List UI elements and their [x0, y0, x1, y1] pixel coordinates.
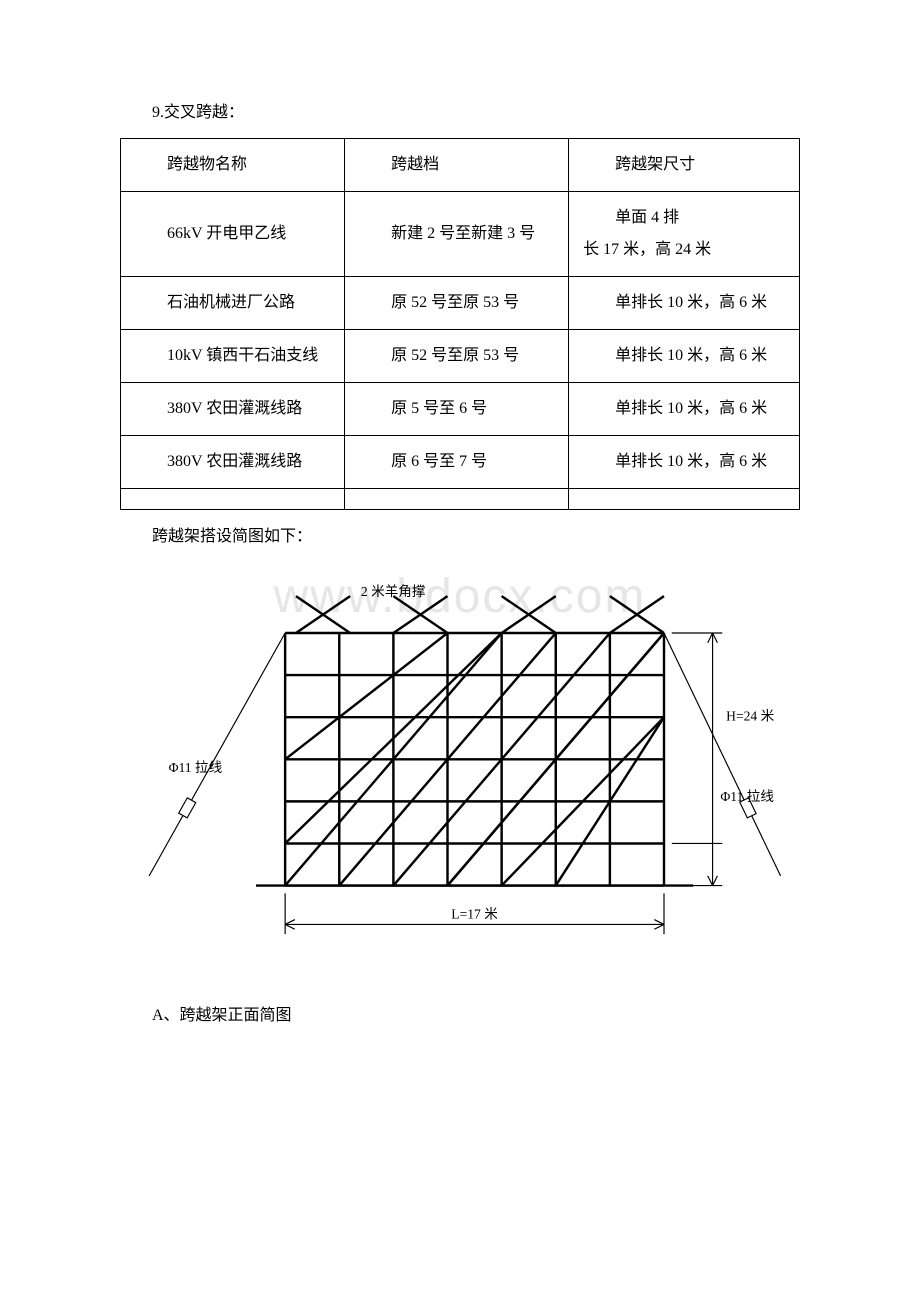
table-row: 66kV 开电甲乙线 新建 2 号至新建 3 号 单面 4 排长 17 米，高 …	[121, 191, 800, 276]
table-row: 380V 农田灌溉线路 原 5 号至 6 号 单排长 10 米，高 6 米	[121, 382, 800, 435]
cell-size	[569, 488, 800, 509]
th-size: 跨越架尺寸	[569, 138, 800, 191]
cell-size: 单排长 10 米，高 6 米	[569, 382, 800, 435]
cell-span	[345, 488, 569, 509]
table-row: 10kV 镇西干石油支线 原 52 号至原 53 号 单排长 10 米，高 6 …	[121, 329, 800, 382]
diagram-intro: 跨越架搭设简图如下：	[120, 524, 800, 550]
table-row	[121, 488, 800, 509]
cell-size: 单面 4 排长 17 米，高 24 米	[569, 191, 800, 276]
svg-text:L=17 米: L=17 米	[451, 907, 498, 922]
cell-size: 单排长 10 米，高 6 米	[569, 329, 800, 382]
svg-text:2 米羊角撑: 2 米羊角撑	[361, 584, 426, 599]
cell-name: 380V 农田灌溉线路	[121, 382, 345, 435]
cell-span: 原 52 号至原 53 号	[345, 276, 569, 329]
th-span: 跨越档	[345, 138, 569, 191]
cell-name: 380V 农田灌溉线路	[121, 435, 345, 488]
cell-name: 石油机械进厂公路	[121, 276, 345, 329]
table-row: 380V 农田灌溉线路 原 6 号至 7 号 单排长 10 米，高 6 米	[121, 435, 800, 488]
table-row: 石油机械进厂公路 原 52 号至原 53 号 单排长 10 米，高 6 米	[121, 276, 800, 329]
table-header-row: 跨越物名称 跨越档 跨越架尺寸	[121, 138, 800, 191]
section-title: 9.交叉跨越：	[120, 100, 800, 126]
cell-size: 单排长 10 米，高 6 米	[569, 276, 800, 329]
cell-name: 10kV 镇西干石油支线	[121, 329, 345, 382]
cell-name	[121, 488, 345, 509]
figure-caption: A、跨越架正面简图	[120, 1003, 800, 1029]
svg-text:Φ11 拉线: Φ11 拉线	[720, 789, 774, 804]
diagram-svg: L=17 米 H=24 米 2 米羊角撑 Φ11 拉线 Φ11 拉线	[120, 559, 800, 979]
cross-table: 跨越物名称 跨越档 跨越架尺寸 66kV 开电甲乙线 新建 2 号至新建 3 号…	[120, 138, 800, 510]
svg-text:Φ11 拉线: Φ11 拉线	[169, 760, 223, 775]
cell-size: 单排长 10 米，高 6 米	[569, 435, 800, 488]
svg-text:H=24 米: H=24 米	[726, 709, 774, 724]
cell-span: 原 5 号至 6 号	[345, 382, 569, 435]
cell-span: 新建 2 号至新建 3 号	[345, 191, 569, 276]
cell-span: 原 52 号至原 53 号	[345, 329, 569, 382]
cell-name: 66kV 开电甲乙线	[121, 191, 345, 276]
cell-span: 原 6 号至 7 号	[345, 435, 569, 488]
diagram-container: www.bdocx.com L=17 米H=24 米2 米羊角撑Φ11 拉线Φ1…	[120, 559, 800, 979]
th-name: 跨越物名称	[121, 138, 345, 191]
